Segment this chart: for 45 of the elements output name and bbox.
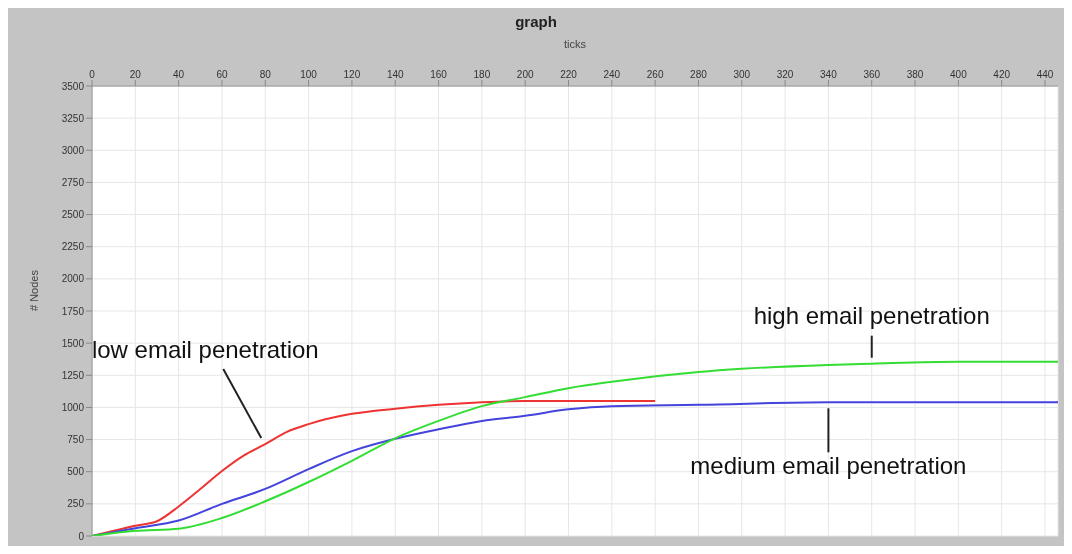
y-tick-label: 500 [67, 466, 85, 478]
x-axis-title: ticks [564, 37, 587, 50]
y-tick-label: 0 [78, 530, 85, 542]
x-tick-label: 440 [1036, 69, 1054, 80]
x-tick-label: 0 [89, 69, 96, 80]
x-tick-label: 400 [950, 69, 968, 80]
x-tick-label: 320 [776, 69, 794, 80]
series-label: medium email penetration [690, 452, 967, 480]
y-tick-label: 1500 [61, 337, 85, 349]
x-tick-label: 220 [560, 69, 578, 80]
series-label: high email penetration [753, 301, 990, 329]
x-tick-label: 140 [386, 69, 405, 80]
x-tick-label: 40 [173, 69, 185, 80]
chart-title: graph [514, 12, 558, 32]
x-tick-label: 380 [906, 69, 924, 80]
x-tick-label: 260 [646, 69, 664, 80]
y-tick-label: 2750 [61, 176, 85, 188]
x-tick-label: 20 [129, 69, 142, 80]
line-series [92, 400, 657, 536]
y-tick-label: 3500 [61, 80, 85, 92]
text: low email penetration [91, 336, 319, 364]
x-tick-label: 100 [300, 69, 318, 80]
x-tick-label: 280 [690, 69, 708, 80]
y-tick-label: 1250 [61, 369, 85, 381]
x-tick-label: 80 [259, 69, 272, 80]
x-tick-label: 60 [216, 69, 228, 80]
y-tick-label: 3250 [61, 112, 85, 124]
x-tick-label: 420 [993, 69, 1011, 80]
x-tick-label: 240 [603, 69, 621, 80]
x-tick-label: 160 [430, 69, 448, 80]
x-tick-label: 200 [516, 69, 534, 80]
x-tick-label: 180 [473, 69, 491, 80]
y-tick-label: 2250 [61, 241, 85, 253]
y-tick-label: 750 [67, 434, 85, 446]
y-tick-label: 2000 [61, 273, 85, 285]
y-tick-label: 2500 [61, 209, 85, 221]
x-tick-label: 300 [733, 69, 751, 80]
y-tick-label: 250 [67, 498, 85, 510]
x-tick-label: 120 [343, 69, 361, 80]
y-tick-label: 1750 [61, 305, 85, 317]
y-tick-label: 3000 [61, 144, 85, 156]
y-tick-label: 1000 [61, 401, 85, 413]
x-tick-label: 360 [863, 69, 881, 80]
y-axis-title: # Nodes [27, 269, 40, 311]
x-tick-label: 340 [820, 69, 838, 80]
